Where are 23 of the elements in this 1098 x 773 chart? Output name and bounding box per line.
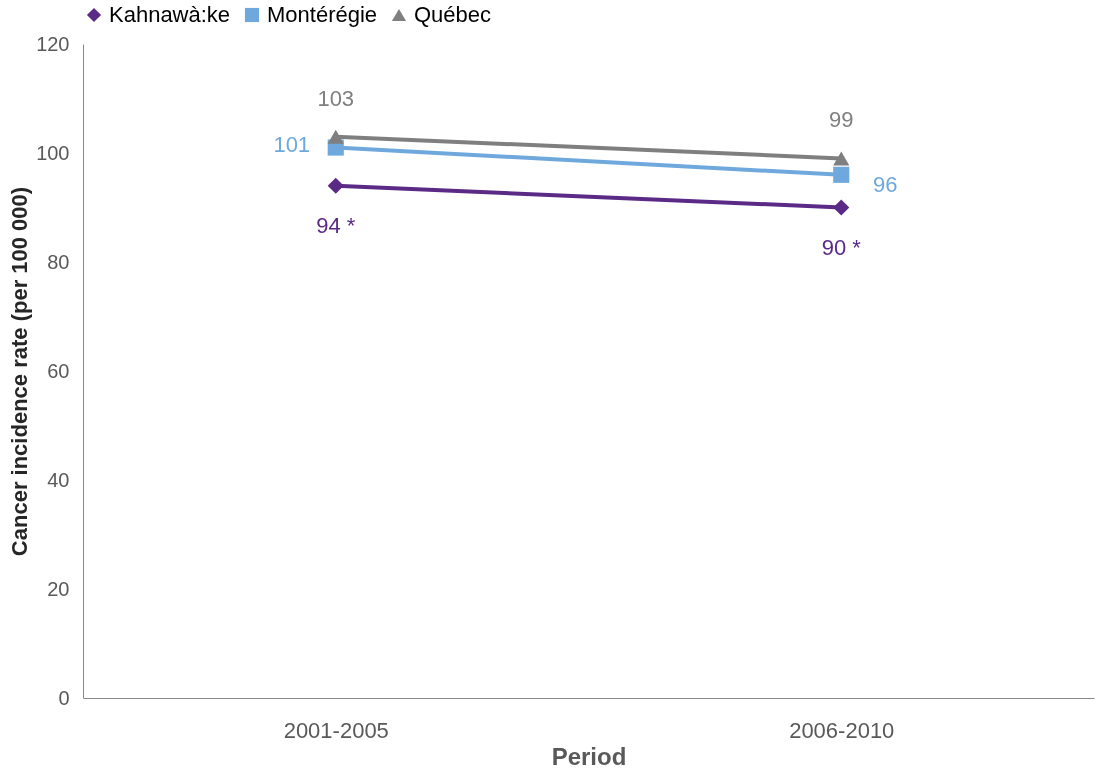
x-tick-label: 2001-2005 bbox=[283, 717, 389, 743]
y-tick-label: 20 bbox=[47, 577, 70, 600]
y-axis-title: Cancer incidence rate (per 100 000) bbox=[7, 186, 33, 557]
point bbox=[833, 199, 850, 216]
x-tick-label: 2006-2010 bbox=[789, 717, 895, 743]
legend-label: Montérégie bbox=[267, 2, 378, 27]
data-label: 90 * bbox=[821, 234, 862, 260]
legend-label: Kahnawà:ke bbox=[109, 2, 231, 27]
data-label: 94 * bbox=[316, 212, 356, 238]
data-label: 103 bbox=[317, 85, 355, 111]
data-label: 96 bbox=[873, 171, 898, 197]
data-label: 99 bbox=[829, 107, 854, 133]
x-axis-title: Period bbox=[551, 742, 627, 770]
data-label: 101 bbox=[273, 131, 311, 157]
y-tick-label: 60 bbox=[47, 359, 70, 382]
y-tick-label: 100 bbox=[36, 141, 70, 164]
y-tick-label: 40 bbox=[47, 468, 70, 491]
y-tick-label: 120 bbox=[36, 32, 70, 55]
point bbox=[327, 177, 344, 194]
point bbox=[833, 166, 850, 183]
y-tick-label: 0 bbox=[58, 686, 70, 709]
y-tick-label: 80 bbox=[47, 250, 70, 273]
legend-label: Québec bbox=[414, 2, 492, 27]
